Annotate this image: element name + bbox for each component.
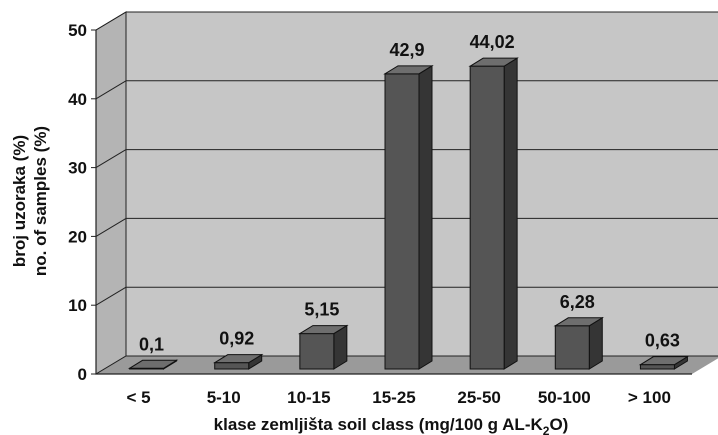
x-axis-title-main: klase zemljišta soil class (mg/100 g AL-… — [214, 415, 544, 434]
y-tick-label: 0 — [78, 365, 87, 384]
x-tick-labels: < 5 5-10 10-15 15-25 25-50 50-100 > 100 — [127, 388, 671, 407]
y-tick-label: 20 — [68, 227, 87, 246]
bar-front — [469, 65, 505, 370]
data-label: 0,1 — [139, 334, 164, 354]
bars — [127, 57, 690, 370]
bar-1 — [127, 359, 179, 370]
y-tick-label: 40 — [68, 90, 87, 109]
x-tick-label: < 5 — [127, 388, 151, 407]
x-tick-label: 15-25 — [372, 388, 415, 407]
bar-front — [214, 362, 250, 370]
data-label: 6,28 — [560, 292, 595, 312]
bar-side — [418, 64, 433, 370]
gridline-depth — [95, 149, 127, 169]
y-tick-label: 30 — [68, 159, 87, 178]
bar-front — [639, 364, 675, 370]
bar-side — [503, 57, 518, 370]
y-tick-label: 10 — [68, 296, 87, 315]
bar-6 — [553, 316, 605, 370]
x-tick-label: 10-15 — [287, 388, 330, 407]
y-axis-title-line1: broj uzoraka (%) — [10, 135, 29, 267]
data-labels: 0,1 0,92 5,15 42,9 44,02 6,28 0,63 — [139, 32, 680, 354]
gridline-depth — [95, 355, 127, 375]
data-label: 42,9 — [389, 40, 424, 60]
data-label: 0,63 — [645, 331, 680, 351]
data-label: 0,92 — [219, 329, 254, 349]
data-label: 44,02 — [470, 32, 515, 52]
x-tick-label: 50-100 — [538, 388, 591, 407]
bar-top — [638, 356, 690, 366]
bar-front — [384, 73, 420, 370]
y-tick-label: 50 — [68, 21, 87, 40]
bar-side — [588, 316, 603, 370]
x-tick-label: > 100 — [628, 388, 671, 407]
x-axis-title: klase zemljišta soil class (mg/100 g AL-… — [214, 415, 569, 435]
gridline-depth — [95, 286, 127, 306]
gridline-depth — [95, 11, 127, 31]
bar-top — [127, 359, 179, 369]
bar-top — [383, 65, 434, 75]
bar-top — [298, 325, 349, 335]
x-tick-label: 5-10 — [207, 388, 241, 407]
x-axis-title-subscript: 2 — [543, 424, 550, 435]
y-axis-title-line2: no. of samples (%) — [31, 126, 50, 276]
bar-3 — [298, 324, 349, 370]
bar-front — [554, 325, 590, 370]
bar-4 — [383, 64, 434, 370]
data-label: 5,15 — [304, 300, 339, 320]
side-wall — [95, 11, 127, 375]
bar-top — [553, 317, 605, 327]
bar-5 — [468, 57, 519, 370]
y-tick-labels: 0 10 20 30 40 50 — [68, 21, 87, 384]
gridline-depth — [95, 217, 127, 237]
bar-front — [299, 333, 335, 370]
bar-7 — [638, 355, 690, 370]
x-tick-label: 25-50 — [457, 388, 500, 407]
bar-top — [468, 57, 519, 67]
gridline-depth — [95, 80, 127, 100]
x-axis-title-tail: O) — [549, 415, 568, 434]
bar-top — [212, 354, 264, 364]
bar-2 — [212, 353, 264, 370]
